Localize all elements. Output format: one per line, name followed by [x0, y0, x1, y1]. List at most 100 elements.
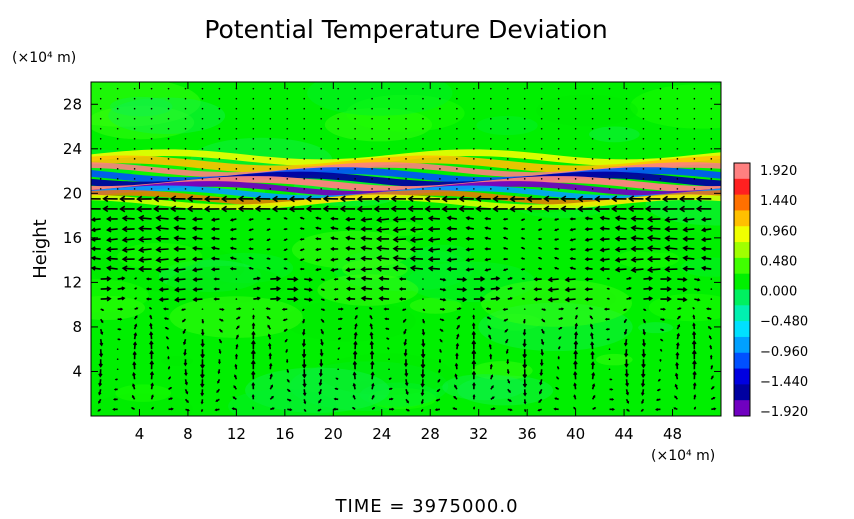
wind-vector	[138, 256, 152, 263]
wind-vector	[439, 318, 445, 322]
x-tick-label: 44	[615, 425, 634, 443]
wind-vector	[678, 195, 695, 203]
wind-vector	[269, 107, 272, 110]
wind-vector	[191, 256, 203, 262]
y-tick-label: 28	[63, 95, 82, 113]
wind-vector	[168, 397, 174, 401]
wind-vector	[252, 148, 255, 150]
colorbar-segment	[734, 321, 750, 338]
wind-vector	[229, 227, 237, 232]
wind-vector	[269, 127, 272, 130]
wind-vector	[643, 276, 654, 281]
wind-vector	[303, 168, 306, 170]
wind-vector	[388, 377, 392, 380]
wind-vector	[99, 188, 102, 190]
wind-vector	[630, 256, 644, 263]
wind-vector	[301, 339, 306, 348]
wind-vector	[184, 87, 187, 90]
wind-vector	[254, 195, 271, 203]
wind-vector	[521, 297, 525, 300]
wind-vector	[465, 267, 474, 272]
wind-vector	[626, 296, 632, 300]
wind-vector	[285, 348, 289, 354]
wind-vector	[520, 268, 525, 271]
wind-vector	[155, 235, 169, 242]
wind-vector	[330, 246, 339, 251]
wind-vector	[392, 216, 407, 223]
wind-vector	[608, 87, 611, 90]
wind-vector	[693, 107, 696, 110]
wind-vector	[134, 277, 138, 280]
wind-vector	[116, 87, 119, 90]
wind-vector	[155, 266, 169, 273]
wind-vector	[456, 117, 458, 120]
wind-vector	[422, 107, 424, 110]
wind-vector	[286, 158, 289, 160]
wind-vector	[354, 148, 356, 150]
wind-vector	[219, 318, 224, 322]
wind-vector	[133, 168, 136, 170]
wind-vector	[694, 298, 701, 302]
wind-vector	[456, 168, 458, 170]
wind-vector	[591, 383, 596, 390]
wind-vector	[490, 407, 496, 411]
field-patch	[289, 361, 449, 411]
wind-vector	[320, 188, 322, 190]
wind-vector	[233, 385, 238, 390]
wind-vector	[299, 267, 305, 271]
wind-vector	[710, 375, 714, 380]
wind-vector	[608, 148, 611, 150]
wind-vector	[520, 257, 525, 260]
wind-vector	[422, 168, 424, 170]
wind-vector	[201, 137, 204, 140]
wind-vector	[360, 245, 373, 252]
wind-vector	[422, 127, 424, 130]
wind-vector	[299, 227, 305, 230]
wind-vector	[520, 246, 526, 250]
wind-vector	[354, 322, 358, 330]
wind-vector	[664, 235, 678, 242]
wind-vector	[286, 388, 291, 392]
wind-vector	[201, 148, 204, 150]
wind-vector	[167, 87, 170, 90]
anomaly-band	[91, 171, 721, 189]
wind-vector	[117, 307, 124, 311]
field-patch	[476, 115, 538, 136]
wind-vector	[116, 188, 119, 190]
wind-vector	[99, 137, 102, 140]
wind-vector	[660, 276, 672, 282]
wind-vector	[330, 257, 339, 262]
wind-vector	[564, 276, 576, 283]
wind-vector	[337, 327, 343, 330]
wind-vector	[138, 265, 152, 273]
colorbar-tick-label: 0.960	[760, 224, 797, 239]
wind-vector	[182, 338, 187, 346]
wind-vector	[150, 406, 154, 410]
wind-vector	[301, 329, 306, 336]
wind-vector	[252, 188, 255, 190]
wind-vector	[475, 195, 491, 203]
wind-vector	[271, 195, 288, 203]
anomaly-band	[91, 181, 721, 197]
wind-vector	[441, 205, 457, 213]
wind-vector	[614, 266, 627, 273]
wind-vector	[299, 258, 305, 262]
wind-vector	[184, 127, 187, 130]
wind-vector	[320, 127, 322, 130]
y-axis-ticks: 4 8 12 16 20 24 28	[63, 95, 721, 380]
wind-vector	[502, 257, 508, 261]
wind-vector	[165, 336, 170, 340]
wind-vector	[303, 408, 307, 413]
field-patch	[478, 302, 633, 352]
wind-vector	[676, 97, 679, 100]
wind-vector	[522, 349, 528, 359]
wind-vector	[99, 127, 102, 130]
wind-vector	[710, 188, 713, 190]
wind-vector	[253, 276, 261, 281]
wind-vector	[235, 278, 238, 280]
wind-vector	[506, 148, 509, 150]
wind-vector	[644, 205, 661, 213]
wind-vector	[184, 178, 187, 180]
wind-vector	[439, 328, 444, 332]
wind-vector	[371, 382, 375, 390]
